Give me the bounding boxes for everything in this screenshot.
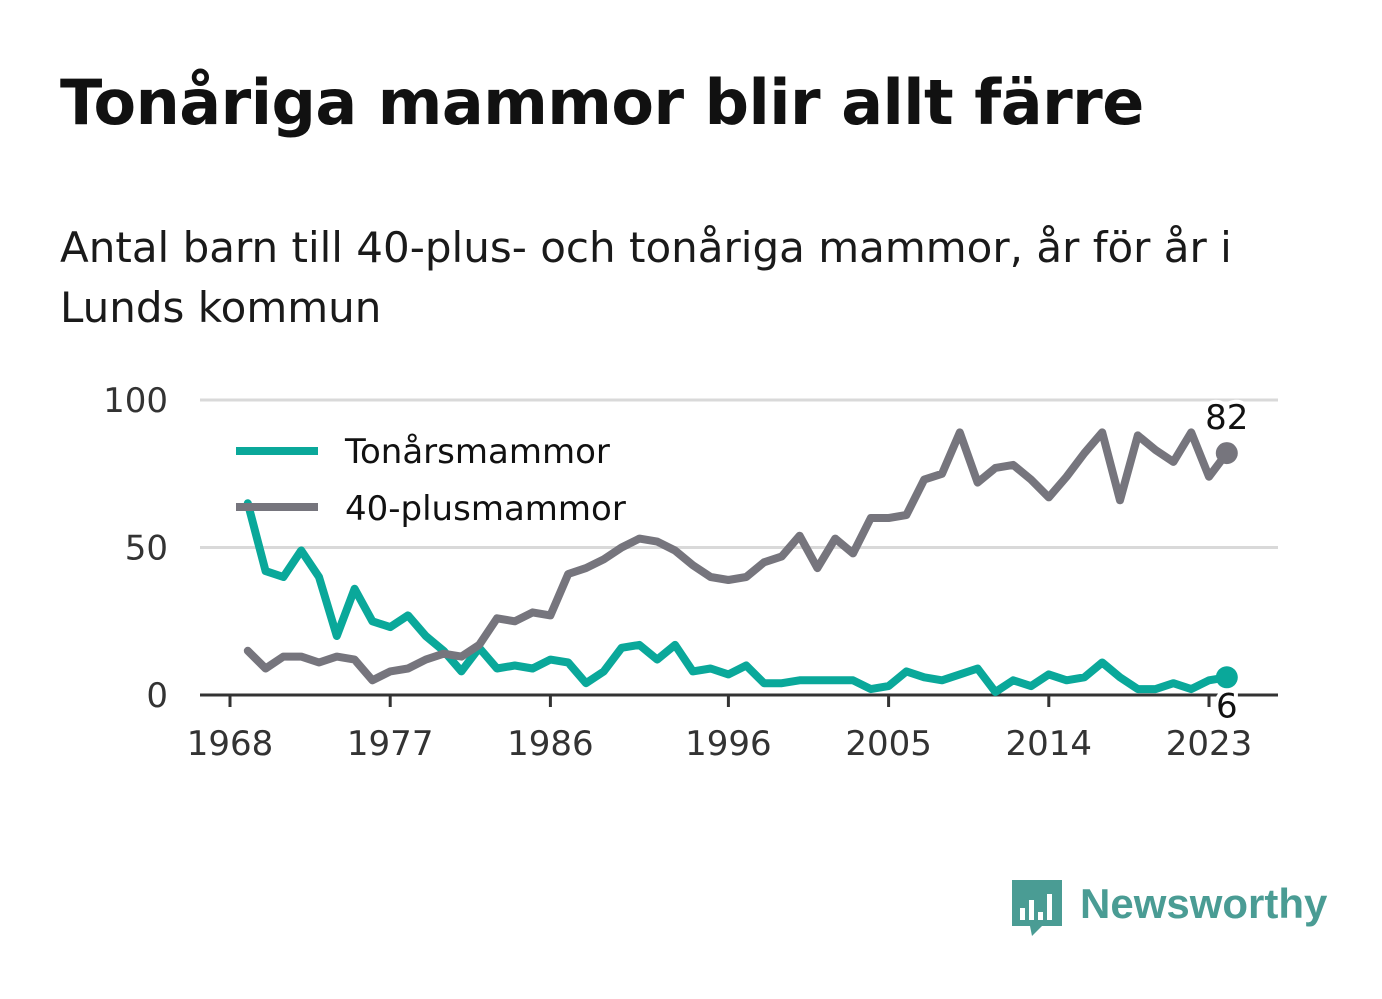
x-tick-label: 1986 <box>507 724 594 764</box>
legend-label-40-plusmammor: 40-plusmammor <box>345 489 626 529</box>
chart-subtitle: Antal barn till 40-plus- och tonåriga ma… <box>60 223 1232 332</box>
x-tick-label: 2005 <box>845 724 932 764</box>
series-line-tonarsmammor <box>243 499 1231 696</box>
series-lines <box>243 428 1231 696</box>
legend-label-tonarsmammor: Tonårsmammor <box>344 432 610 472</box>
x-tick-label: 2023 <box>1166 724 1253 764</box>
y-axis-ticks: 0 50 100 <box>103 381 168 716</box>
x-tick-label: 1968 <box>187 724 274 764</box>
x-tick-label: 2014 <box>1006 724 1093 764</box>
y-tick-label: 0 <box>146 676 168 716</box>
grid-lines <box>200 398 1278 697</box>
end-markers: 6 82 <box>1201 394 1252 730</box>
end-label-40-plusmammor: 82 <box>1205 398 1248 438</box>
end-marker-tonarsmammor <box>1215 666 1238 689</box>
x-axis-ticks: 1968 1977 1986 1996 2005 2014 2023 <box>187 695 1253 764</box>
legend: Tonårsmammor 40-plusmammor <box>236 427 631 534</box>
chart-title: Tonåriga mammor blir allt färre <box>60 66 1144 139</box>
y-tick-label: 100 <box>103 381 168 421</box>
bar-chart-speech-bubble-icon <box>1012 880 1062 936</box>
end-marker-40-plusmammor <box>1215 442 1238 465</box>
brand-name: Newsworthy <box>1080 880 1328 927</box>
end-label-tonarsmammor: 6 <box>1216 686 1238 726</box>
newsworthy-logo: Newsworthy <box>1010 878 1330 940</box>
y-tick-label: 50 <box>125 529 168 569</box>
x-tick-label: 1996 <box>685 724 772 764</box>
x-tick-label: 1977 <box>347 724 434 764</box>
series-line-40-plusmammor <box>243 428 1231 685</box>
